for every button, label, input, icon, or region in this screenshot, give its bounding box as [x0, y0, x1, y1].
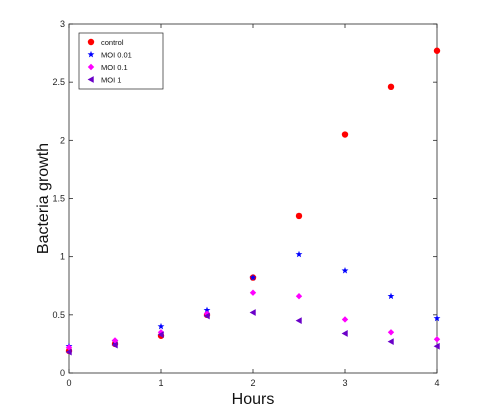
x-tick-label: 1 [158, 378, 163, 388]
y-axis-title: Bacteria growth [35, 143, 52, 254]
y-tick-label: 1.5 [52, 194, 65, 204]
x-tick-label: 2 [250, 378, 255, 388]
series-moi-1 [65, 309, 440, 356]
data-point [387, 83, 395, 91]
y-tick-label: 1 [60, 252, 65, 262]
data-point [387, 338, 394, 345]
data-point [249, 309, 256, 316]
series-moi-0-1 [65, 289, 441, 351]
y-tick-label: 0.5 [52, 310, 65, 320]
x-tick-label: 0 [66, 378, 71, 388]
data-point [111, 341, 118, 349]
y-tick-label: 2.5 [52, 77, 65, 87]
data-point [111, 337, 119, 344]
data-point [65, 348, 72, 356]
legend-label: control [101, 38, 124, 47]
data-point [341, 267, 349, 274]
legend-label: MOI 0.01 [101, 51, 132, 60]
data-point [387, 329, 395, 336]
y-tick-label: 0 [60, 368, 65, 378]
data-point [65, 344, 73, 351]
data-point [341, 131, 349, 138]
data-point [203, 306, 211, 314]
data-point [433, 314, 441, 322]
legend-marker [87, 38, 95, 46]
x-axis-title: Hours [232, 391, 275, 408]
axis-ticks: 0 1 2 3 4 0 0.5 1 1.5 2 2.5 3 [52, 19, 439, 388]
data-point [433, 336, 441, 343]
x-tick-label: 4 [434, 378, 439, 388]
y-tick-label: 3 [60, 19, 65, 29]
series-control [65, 47, 441, 355]
legend-marker [87, 50, 95, 58]
data-point [341, 316, 349, 323]
x-tick-label: 3 [342, 378, 347, 388]
y-tick-label: 2 [60, 135, 65, 145]
data-point [157, 322, 165, 330]
data-point [157, 329, 165, 336]
data-point [249, 289, 257, 296]
series-moi-0-01 [65, 250, 441, 350]
data-point [295, 317, 302, 325]
data-point [249, 274, 257, 281]
data-point [433, 47, 441, 54]
data-point [433, 342, 440, 350]
legend-marker [87, 63, 95, 71]
data-point [387, 292, 395, 300]
data-point [295, 212, 303, 220]
legend-marker [87, 76, 94, 83]
legend: control MOI 0.01 MOI 0.1 MOI 1 [78, 32, 164, 90]
data-point [157, 331, 164, 339]
data-point [295, 250, 303, 258]
data-point [203, 312, 210, 320]
data-point [341, 330, 348, 337]
data-point [295, 293, 303, 300]
legend-label: MOI 0.1 [101, 63, 128, 72]
data-points [65, 47, 441, 356]
legend-label: MOI 1 [101, 76, 121, 85]
